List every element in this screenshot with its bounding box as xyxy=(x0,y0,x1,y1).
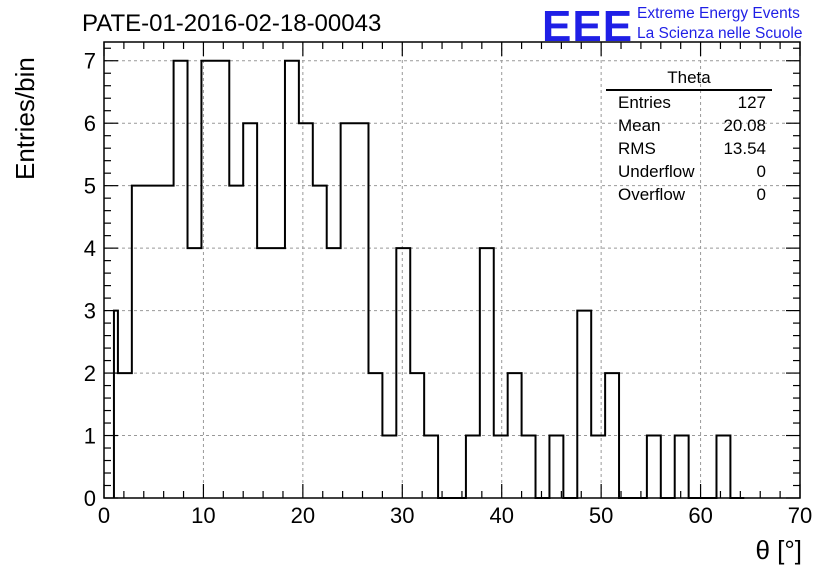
stats-label: RMS xyxy=(618,139,656,158)
axis-ticks xyxy=(103,42,801,499)
histogram-bin xyxy=(716,436,730,498)
stats-row-entries: Entries 127 xyxy=(606,91,772,114)
y-tick-label: 2 xyxy=(84,361,96,386)
histogram-bin xyxy=(424,436,438,498)
stats-label: Mean xyxy=(618,116,661,135)
histogram-bin xyxy=(174,61,188,498)
histogram-bin xyxy=(229,186,243,498)
stats-row-rms: RMS 13.54 xyxy=(606,137,772,160)
x-tick-label: 70 xyxy=(788,503,812,528)
histogram-bin xyxy=(382,436,396,498)
histogram-bin xyxy=(215,61,229,498)
stats-value: 20.08 xyxy=(723,116,766,135)
x-axis-label: θ [°] xyxy=(755,535,802,565)
histogram-bin xyxy=(132,186,146,498)
histogram-bin xyxy=(549,436,563,498)
x-tick-label: 60 xyxy=(688,503,712,528)
eee-logo: EEE xyxy=(542,2,634,51)
y-tick-label: 1 xyxy=(84,424,96,449)
stats-rows: Entries 127 Mean 20.08 RMS 13.54 Underflow 0 Ove… xyxy=(606,91,772,206)
histogram-bin xyxy=(591,436,605,498)
histogram-bin xyxy=(313,186,327,498)
x-tick-label: 0 xyxy=(98,503,110,528)
stats-row-underflow: Underflow 0 xyxy=(606,160,772,183)
stats-title: Theta xyxy=(606,68,772,91)
stats-label: Entries xyxy=(618,93,671,112)
histogram-bin xyxy=(480,248,494,498)
plot-frame xyxy=(103,41,801,499)
stats-value: 0 xyxy=(756,185,766,204)
histogram-bin xyxy=(146,186,160,498)
stats-label: Overflow xyxy=(618,185,686,204)
y-tick-label: 7 xyxy=(84,49,96,74)
stats-row-overflow: Overflow 0 xyxy=(606,183,772,206)
x-tick-label: 50 xyxy=(589,503,613,528)
logo-line-2: La Scienza nelle Scuole xyxy=(637,25,803,42)
y-tick-label: 4 xyxy=(84,236,96,261)
histogram-bin xyxy=(522,436,536,498)
y-axis-label: Entries/bin xyxy=(10,57,40,180)
logo-line-1: Extreme Energy Events xyxy=(637,5,800,22)
histogram-bin xyxy=(494,436,508,498)
stats-value: 127 xyxy=(737,93,766,112)
histogram-bin xyxy=(466,436,480,498)
axis-tick-labels: 0 10 20 30 40 50 60 70 0 1 2 3 4 5 6 7 xyxy=(84,49,812,528)
y-tick-label: 0 xyxy=(84,486,96,511)
stats-row-mean: Mean 20.08 xyxy=(606,114,772,137)
y-axis-label-wrap: Entries/bin xyxy=(8,57,40,190)
x-tick-label: 30 xyxy=(390,503,414,528)
stats-label: Underflow xyxy=(618,162,695,181)
histogram-bin xyxy=(577,311,591,498)
x-tick-label: 20 xyxy=(291,503,315,528)
y-tick-label: 5 xyxy=(84,174,96,199)
histogram-bin xyxy=(285,61,299,498)
histogram-bin xyxy=(647,436,661,498)
stats-box: Theta Entries 127 Mean 20.08 RMS 13.54 Underfl… xyxy=(606,68,772,206)
stats-value: 0 xyxy=(756,162,766,181)
grid-lines xyxy=(104,42,800,498)
y-tick-label: 3 xyxy=(84,299,96,324)
stats-value: 13.54 xyxy=(723,139,766,158)
chart-title: PATE-01-2016-02-18-00043 xyxy=(82,10,382,37)
histogram-bin xyxy=(160,186,174,498)
y-tick-label: 6 xyxy=(84,111,96,136)
x-tick-label: 10 xyxy=(191,503,215,528)
x-tick-label: 40 xyxy=(489,503,513,528)
histogram-bin xyxy=(675,436,689,498)
